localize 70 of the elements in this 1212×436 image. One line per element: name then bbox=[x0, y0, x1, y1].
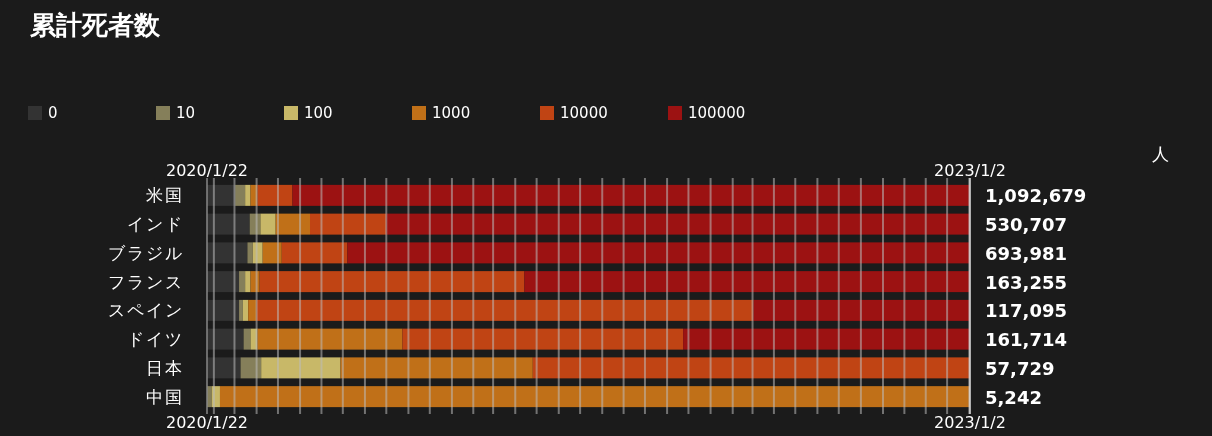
y-tick-label: インド bbox=[127, 214, 184, 235]
y-tick-label: 米国 bbox=[146, 185, 184, 206]
text: 5,242 bbox=[985, 386, 1042, 408]
bar bbox=[532, 357, 970, 379]
annotation: 2023/1/2 bbox=[934, 161, 1006, 180]
bar bbox=[683, 328, 970, 350]
text: 57,729 bbox=[985, 357, 1055, 379]
bar bbox=[753, 299, 970, 321]
bar bbox=[219, 386, 970, 408]
bar bbox=[252, 242, 263, 264]
bar bbox=[261, 357, 341, 379]
text: 530,707 bbox=[985, 214, 1067, 236]
text: 163,255 bbox=[985, 271, 1067, 293]
legend-label: 10000 bbox=[560, 104, 608, 122]
bar bbox=[207, 328, 244, 350]
legend-label: 100 bbox=[304, 104, 333, 122]
bar bbox=[249, 213, 261, 235]
bar bbox=[242, 299, 249, 321]
bar bbox=[250, 271, 260, 293]
bar bbox=[386, 213, 970, 235]
annotation: 2023/1/2 bbox=[934, 413, 1006, 432]
bar bbox=[260, 213, 276, 235]
bar bbox=[247, 242, 253, 264]
bar bbox=[245, 271, 251, 293]
bar bbox=[207, 357, 241, 379]
bar bbox=[207, 299, 240, 321]
bar bbox=[347, 242, 970, 264]
bar bbox=[250, 328, 258, 350]
y-tick-label: ドイツ bbox=[127, 329, 184, 350]
bar bbox=[248, 299, 257, 321]
bar bbox=[262, 242, 282, 264]
chart-title: 累計死者数 bbox=[29, 10, 161, 40]
y-tick-label: 日本 bbox=[146, 357, 184, 378]
y-tick-label: ブラジル bbox=[108, 242, 184, 263]
bar bbox=[207, 271, 240, 293]
annotation: 2020/1/22 bbox=[165, 161, 249, 180]
bar bbox=[240, 357, 262, 379]
bar bbox=[402, 328, 684, 350]
legend-label: 10 bbox=[176, 104, 196, 122]
bar bbox=[257, 328, 403, 350]
legend-label: 0 bbox=[48, 104, 58, 122]
text: 693,981 bbox=[985, 242, 1067, 264]
bar bbox=[292, 184, 970, 206]
legend-label: 100000 bbox=[688, 104, 746, 122]
bar bbox=[281, 242, 348, 264]
y-tick-label: フランス bbox=[108, 271, 184, 292]
bar bbox=[256, 299, 754, 321]
bar bbox=[211, 386, 220, 408]
text: 1,092,679 bbox=[985, 185, 1087, 207]
bar bbox=[235, 184, 246, 206]
bar bbox=[207, 184, 236, 206]
bar bbox=[259, 271, 525, 293]
annotation: 2020/1/22 bbox=[165, 413, 249, 432]
bar bbox=[250, 184, 258, 206]
legend-label: 1000 bbox=[432, 104, 471, 122]
bar bbox=[207, 242, 248, 264]
bar bbox=[310, 213, 387, 235]
text: 人 bbox=[1151, 144, 1169, 164]
text: 161,714 bbox=[985, 329, 1067, 351]
bar bbox=[239, 299, 243, 321]
text: 117,095 bbox=[985, 300, 1067, 322]
y-tick-label: 中国 bbox=[146, 386, 184, 407]
bar bbox=[340, 357, 533, 379]
bar bbox=[239, 271, 246, 293]
bar bbox=[275, 213, 311, 235]
bar bbox=[245, 184, 251, 206]
bar bbox=[207, 213, 250, 235]
y-tick-label: スペイン bbox=[108, 300, 184, 321]
bar bbox=[257, 184, 293, 206]
bar bbox=[524, 271, 970, 293]
